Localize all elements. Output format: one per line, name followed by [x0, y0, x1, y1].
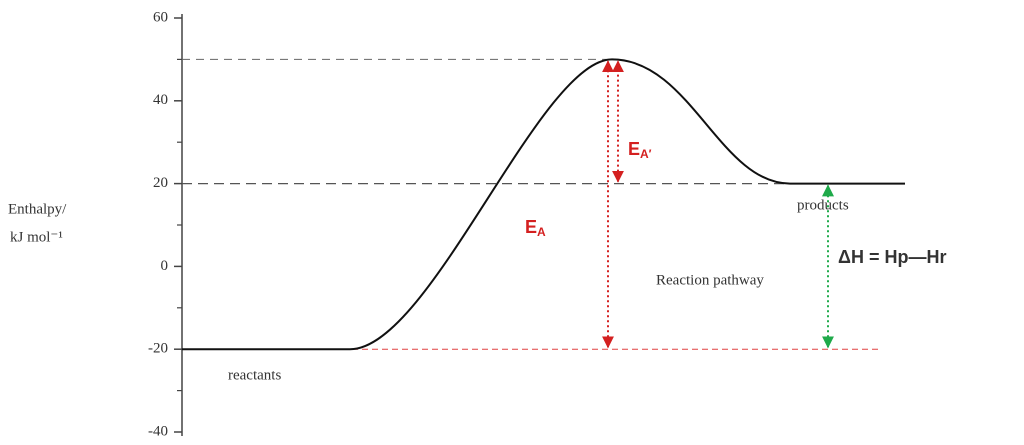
y-label: kJ mol⁻¹	[10, 229, 63, 245]
delta-h-label: ΔH = Hp—Hr	[838, 247, 946, 267]
y-tick-label: -20	[148, 341, 168, 357]
y-tick-label: -40	[148, 423, 168, 439]
y-tick-label: 60	[153, 9, 168, 25]
ea-reverse-label: EA′	[628, 139, 652, 161]
y-tick-label: 0	[161, 258, 169, 274]
level-label: reactants	[228, 367, 281, 383]
energy-curve	[182, 58, 905, 351]
ea-label: EA	[525, 217, 546, 239]
ea-main: E	[525, 217, 537, 237]
ea-reverse-main: E	[628, 139, 640, 159]
ea-sub: A	[537, 225, 546, 239]
level-label: products	[797, 197, 849, 213]
ea-reverse-sub: A′	[640, 147, 652, 161]
x-label: Reaction pathway	[656, 272, 764, 288]
y-tick-label: 20	[153, 175, 168, 191]
y-tick-label: 40	[153, 92, 168, 108]
y-label: Enthalpy/	[8, 201, 67, 217]
